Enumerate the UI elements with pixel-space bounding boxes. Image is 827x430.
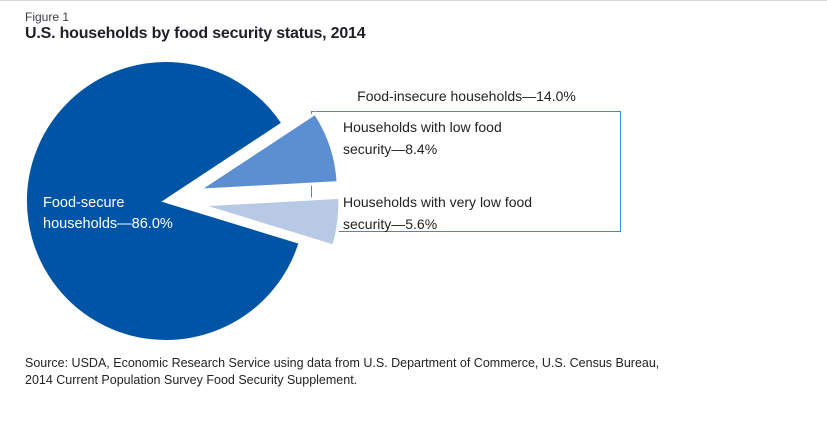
callout-item-very-low-food-security: Households with very low food security—5… bbox=[343, 194, 533, 232]
figure-number: Figure 1 bbox=[25, 10, 70, 24]
source-note: Source: USDA, Economic Research Service … bbox=[25, 356, 660, 387]
pie-slice-label-food-secure: Food-secure households—86.0% bbox=[43, 195, 173, 232]
callout-item-low-food-security: Households with low food security—8.4% bbox=[343, 119, 502, 157]
figure-title: U.S. households by food security status,… bbox=[25, 25, 366, 42]
callout-header-food-insecure: Food-insecure households—14.0% bbox=[357, 88, 576, 104]
